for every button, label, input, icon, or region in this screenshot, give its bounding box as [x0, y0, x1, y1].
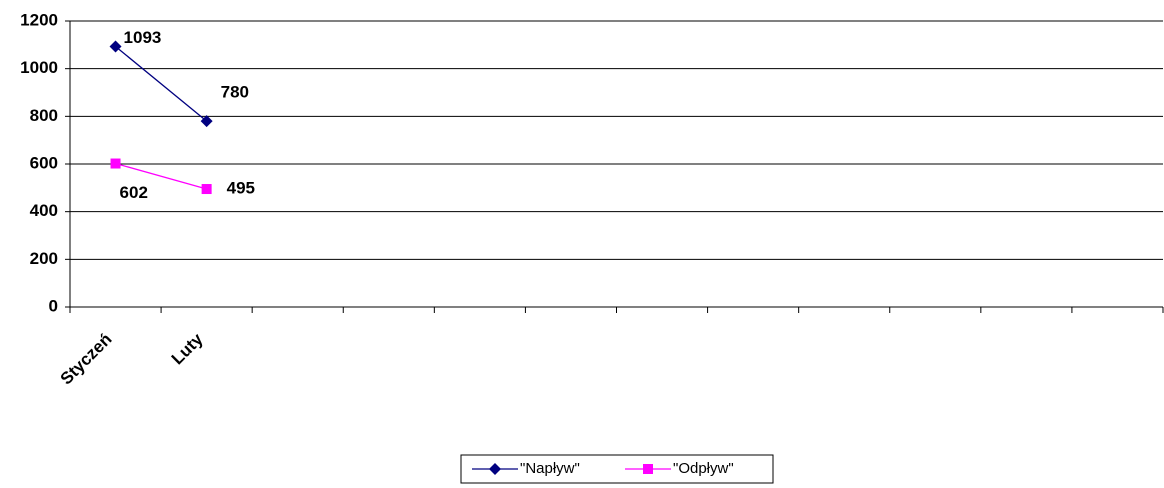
x-tick-label: Styczeń: [57, 330, 116, 389]
marker: [109, 40, 122, 53]
y-tick-label: 600: [30, 153, 58, 172]
y-tick-label: 400: [30, 201, 58, 220]
data-label: 495: [227, 179, 255, 198]
marker: [201, 184, 212, 195]
marker: [489, 463, 501, 475]
data-label: 1093: [124, 28, 162, 47]
marker: [110, 158, 121, 169]
marker: [200, 115, 213, 128]
marker: [643, 464, 653, 474]
x-tick-label: Luty: [168, 329, 207, 368]
y-tick-label: 200: [30, 249, 58, 268]
y-tick-label: 800: [30, 106, 58, 125]
y-tick-label: 1200: [20, 10, 58, 29]
legend-label: "Napływ": [520, 460, 580, 477]
data-label: 780: [221, 83, 249, 102]
legend-label: "Odpływ": [673, 460, 734, 477]
legend: "Napływ" "Odpływ": [460, 454, 774, 484]
series-line: [115, 162, 207, 190]
y-tick-label: 0: [49, 296, 58, 315]
series-line: [115, 45, 208, 122]
data-label: 602: [120, 183, 148, 202]
y-tick-label: 1000: [20, 58, 58, 77]
